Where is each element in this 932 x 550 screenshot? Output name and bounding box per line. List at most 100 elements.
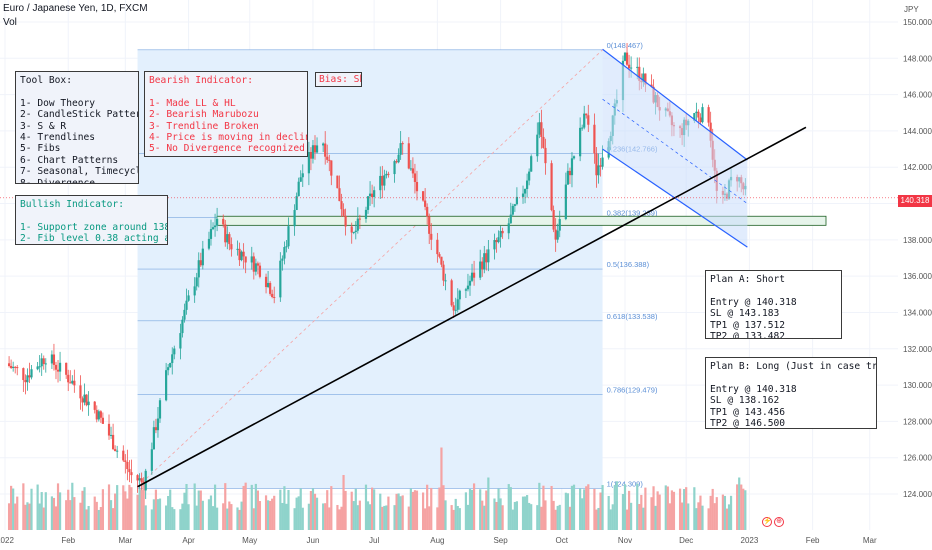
volume-bar [528, 502, 531, 530]
plan-a-note[interactable]: Plan A: Short Entry @ 140.318 SL @ 143.183… [705, 270, 842, 339]
plan-b-line: SL @ 138.162 [710, 395, 780, 407]
candle-body [379, 175, 382, 191]
volume-bar [252, 508, 255, 530]
volume-bar [340, 506, 343, 530]
volume-bar [114, 493, 117, 530]
y-tick-label: 144.000 [903, 127, 932, 136]
volume-bar [523, 496, 527, 530]
volume-bar [342, 475, 345, 530]
volume-bar [485, 490, 488, 530]
volume-bar [301, 507, 304, 530]
bearish-indicator-note[interactable]: Bearish Indicator: 1- Made LL & HL 2- Bear… [144, 71, 308, 157]
channel-upper-line [602, 48, 748, 161]
volume-bar [140, 490, 143, 530]
volume-bar [122, 485, 125, 530]
volume-bar [185, 483, 188, 530]
candle-body [636, 66, 639, 68]
bias-note[interactable]: Bias: Short [315, 72, 362, 87]
plan-b-line: Plan B: Long (Just in case trend change) [710, 361, 877, 372]
candle-body [601, 157, 604, 167]
candle-body [630, 67, 633, 69]
volume-bar [454, 498, 457, 530]
volume-bar [201, 500, 204, 530]
event-earnings-icon[interactable]: ⊕ [774, 517, 784, 527]
volume-bar [293, 508, 296, 530]
candle-body [81, 398, 84, 403]
candle-body [199, 260, 202, 266]
volume-indicator-label[interactable]: Vol [3, 17, 17, 28]
candle-body [42, 358, 45, 364]
volume-bar [627, 490, 631, 530]
volume-bar [99, 507, 102, 530]
candle-body [468, 280, 472, 286]
candle-body [328, 159, 331, 161]
x-tick-label: Dec [679, 536, 693, 545]
tool-box-line: Tool Box: [20, 75, 72, 86]
volume-bar [256, 490, 259, 530]
plan-b-note[interactable]: Plan B: Long (Just in case trend change)… [705, 357, 877, 429]
volume-bar [681, 502, 684, 530]
volume-bar [566, 493, 569, 530]
x-tick-label: Feb [61, 536, 75, 545]
candle-body [322, 143, 325, 146]
candle-body [593, 124, 596, 154]
volume-bar [324, 503, 327, 530]
tool-box-note[interactable]: Tool Box: 1- Dow Theory 2- CandleStick Pat… [15, 71, 139, 184]
candle-body [536, 134, 539, 157]
volume-bar [138, 488, 141, 530]
x-tick-label: May [242, 536, 257, 545]
x-tick-label: Nov [618, 536, 632, 545]
volume-bar [513, 501, 516, 530]
candle-body [554, 229, 557, 240]
volume-bar [393, 505, 396, 530]
volume-bar [65, 500, 68, 530]
event-lightning-icon[interactable]: ⚡ [762, 517, 772, 527]
fib-label: 0.5(136.388) [607, 260, 650, 269]
main-trendline [137, 126, 807, 488]
candle-body [411, 168, 414, 174]
candle-body [695, 111, 698, 114]
candle-body [26, 375, 29, 383]
volume-bar [601, 485, 604, 530]
symbol-title: Euro / Japanese Yen, 1D, FXCM [3, 3, 148, 14]
volume-bar [572, 484, 576, 530]
volume-bar [111, 508, 115, 530]
volume-bar [352, 501, 355, 530]
volume-bar [16, 496, 19, 530]
volume-bar [656, 491, 659, 530]
volume-bar [644, 487, 647, 530]
x-tick-label: Jul [369, 536, 379, 545]
candle-body [415, 181, 419, 192]
volume-bar [44, 492, 47, 530]
volume-bar [387, 496, 390, 530]
volume-bar [652, 486, 655, 530]
candle-body [211, 227, 215, 230]
volume-bar [495, 501, 498, 530]
candle-body [430, 233, 433, 240]
volume-bar [530, 504, 533, 530]
candle-body [444, 280, 447, 282]
volume-bar [695, 508, 698, 530]
volume-bar [642, 507, 645, 530]
volume-bar [297, 496, 300, 530]
volume-bar [313, 493, 317, 530]
candle-body [558, 219, 561, 231]
candle-body [550, 163, 553, 210]
volume-bar [169, 489, 172, 530]
volume-bar [470, 489, 474, 530]
volume-bar [383, 505, 386, 530]
bearish-line: 3- Trendline Broken [149, 120, 259, 132]
candle-body [173, 348, 176, 355]
candle-body [693, 113, 696, 121]
volume-bar [187, 504, 190, 530]
volume-bar [238, 509, 241, 530]
volume-bar [452, 509, 455, 530]
volume-bar [552, 500, 555, 530]
candle-body [456, 299, 459, 310]
candle-body [179, 333, 182, 349]
bullish-indicator-note[interactable]: Bullish Indicator: 1- Support zone around… [15, 195, 168, 245]
candle-body [340, 201, 343, 210]
y-tick-label: 150.000 [903, 18, 932, 27]
candle-body [283, 247, 286, 259]
